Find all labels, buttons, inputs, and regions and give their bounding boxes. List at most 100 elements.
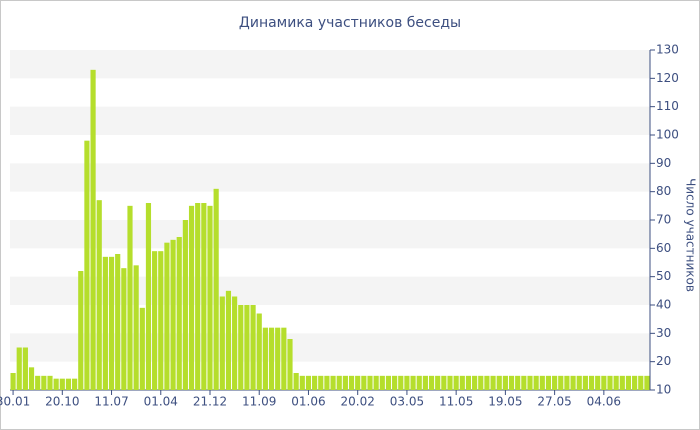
bar: [521, 375, 527, 390]
bar: [158, 251, 164, 390]
y-tick-label: 50: [656, 269, 671, 283]
bar: [213, 188, 219, 390]
bar: [632, 375, 638, 390]
bar: [404, 375, 410, 390]
y-tick-label: 20: [656, 354, 671, 368]
bar: [47, 375, 53, 390]
x-tick-label: 01.06: [291, 395, 325, 409]
bar: [35, 375, 41, 390]
bar: [219, 296, 225, 390]
bar: [275, 327, 281, 390]
bar: [195, 203, 201, 390]
bar: [545, 375, 552, 390]
bar: [139, 307, 145, 390]
bar: [398, 375, 404, 390]
bar: [527, 375, 533, 390]
bar: [435, 375, 441, 390]
bar: [115, 254, 121, 390]
bar: [601, 375, 607, 390]
y-tick-label: 30: [656, 326, 671, 340]
bar: [348, 375, 355, 390]
bar: [595, 375, 601, 390]
bar: [16, 347, 22, 390]
bar: [588, 375, 595, 390]
y-tick-label: 110: [656, 99, 679, 113]
bar: [392, 375, 398, 390]
bar: [305, 375, 312, 390]
bar: [441, 375, 447, 390]
x-tick-label: 04.06: [587, 395, 621, 409]
bar: [428, 375, 435, 390]
x-tick-label: 01.04: [144, 395, 178, 409]
bar: [312, 375, 318, 390]
bar: [422, 375, 428, 390]
bar: [281, 327, 287, 390]
bar: [490, 375, 496, 390]
bar: [287, 339, 293, 390]
y-axis-label: Число участников: [684, 178, 698, 292]
x-tick-label: 30.01: [0, 395, 30, 409]
bar: [324, 375, 330, 390]
y-tick-label: 130: [656, 43, 679, 57]
bar: [268, 327, 275, 390]
x-tick-label: 03.05: [390, 395, 424, 409]
x-tick-label: 20.02: [341, 395, 375, 409]
bar: [330, 375, 336, 390]
bar: [256, 313, 262, 390]
bar: [613, 375, 619, 390]
y-tick-label: 40: [656, 298, 671, 312]
grid-band: [10, 220, 650, 249]
bar: [145, 203, 152, 390]
bar: [373, 375, 379, 390]
bar: [644, 375, 650, 390]
bar: [170, 239, 176, 390]
bar: [447, 375, 453, 390]
bar: [22, 347, 28, 390]
bar: [108, 256, 115, 390]
y-tick-label: 70: [656, 213, 671, 227]
bar: [336, 375, 342, 390]
y-tick-label: 100: [656, 128, 679, 142]
grid-band: [10, 163, 650, 192]
bar: [638, 375, 644, 390]
bar: [84, 140, 90, 390]
bar: [410, 375, 416, 390]
bar: [459, 375, 465, 390]
bar: [28, 367, 35, 390]
bar: [164, 242, 170, 390]
grid-band: [10, 106, 650, 135]
y-tick-label: 80: [656, 184, 671, 198]
bar: [465, 375, 472, 390]
x-tick-label: 11.05: [439, 395, 473, 409]
bar: [182, 220, 188, 390]
y-tick-label: 90: [656, 156, 671, 170]
bar: [176, 237, 182, 390]
bar: [379, 375, 385, 390]
bar: [355, 375, 361, 390]
x-tick-label: 27.05: [537, 395, 571, 409]
bar: [225, 290, 232, 390]
bar: [515, 375, 521, 390]
bar: [539, 375, 545, 390]
bar: [188, 205, 195, 390]
x-tick-label: 11.07: [94, 395, 128, 409]
x-tick-label: 19.05: [488, 395, 522, 409]
bar: [625, 375, 632, 390]
bar: [41, 375, 47, 390]
bar: [59, 378, 65, 390]
x-tick-label: 21.12: [193, 395, 227, 409]
bar: [607, 375, 613, 390]
y-tick-label: 10: [656, 383, 671, 397]
bar: [576, 375, 582, 390]
bar: [121, 268, 127, 390]
grid-band: [10, 50, 650, 79]
y-tick-label: 60: [656, 241, 671, 255]
bar: [478, 375, 484, 390]
bar: [619, 375, 625, 390]
bar: [472, 375, 478, 390]
bar: [250, 305, 256, 390]
bar: [102, 256, 108, 390]
bar: [96, 200, 102, 390]
bar: [484, 375, 490, 390]
